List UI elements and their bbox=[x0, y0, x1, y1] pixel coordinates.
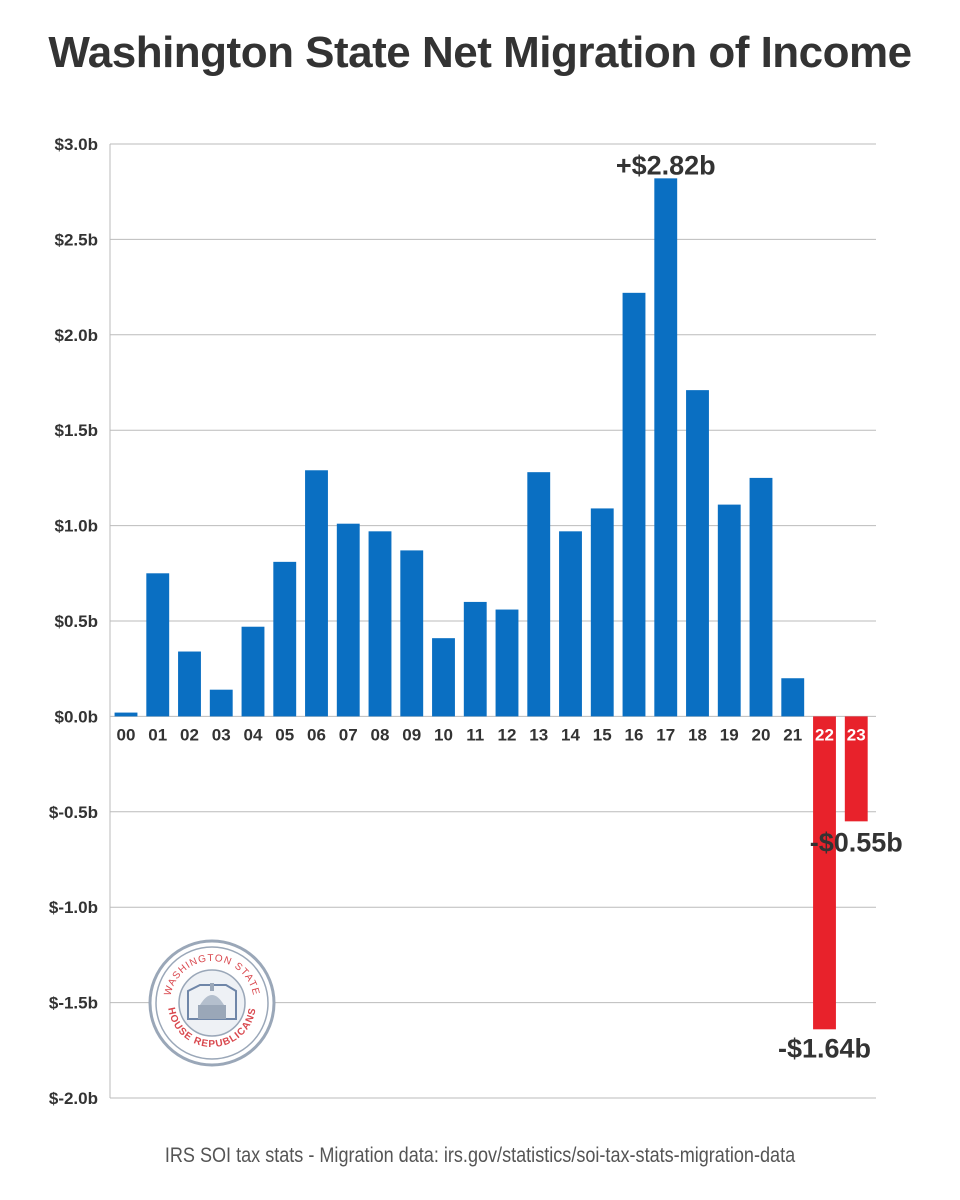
x-tick-label: 00 bbox=[117, 725, 136, 744]
bar-14 bbox=[559, 531, 582, 717]
x-tick-label: 20 bbox=[752, 725, 771, 744]
x-tick-label: 09 bbox=[402, 725, 421, 744]
bar-22 bbox=[813, 716, 836, 1030]
bar-04 bbox=[241, 626, 265, 717]
bar-11 bbox=[463, 601, 487, 717]
x-tick-label: 13 bbox=[529, 725, 548, 744]
x-tick-label: 22 bbox=[815, 725, 834, 744]
x-tick-label: 18 bbox=[688, 725, 707, 744]
bar-03 bbox=[209, 689, 233, 717]
y-tick-label: $-1.0b bbox=[49, 898, 98, 917]
x-tick-label: 14 bbox=[561, 725, 580, 744]
y-tick-label: $1.5b bbox=[55, 421, 98, 440]
bar-06 bbox=[305, 470, 328, 717]
x-tick-label: 17 bbox=[656, 725, 675, 744]
bar-18 bbox=[686, 390, 709, 717]
bar-20 bbox=[749, 477, 773, 717]
chart-title: Washington State Net Migration of Income bbox=[48, 28, 912, 77]
annotation-22: -$1.64b bbox=[778, 1033, 871, 1063]
annotation-17: +$2.82b bbox=[616, 150, 716, 180]
x-tick-label: 05 bbox=[275, 725, 294, 744]
capitol-dome-icon bbox=[198, 983, 226, 1019]
x-tick-label: 04 bbox=[244, 725, 263, 744]
bar-10 bbox=[432, 638, 455, 717]
y-tick-label: $0.5b bbox=[55, 612, 98, 631]
x-tick-label: 16 bbox=[625, 725, 644, 744]
x-tick-label: 03 bbox=[212, 725, 231, 744]
bar-07 bbox=[336, 523, 360, 717]
bar-00 bbox=[114, 712, 138, 717]
bar-01 bbox=[146, 573, 170, 717]
annotation-23: -$0.55b bbox=[810, 827, 903, 857]
bar-16 bbox=[622, 292, 646, 717]
source-note: IRS SOI tax stats - Migration data: irs.… bbox=[164, 1144, 796, 1167]
y-tick-label: $2.5b bbox=[55, 230, 98, 249]
bar-23 bbox=[844, 716, 868, 822]
bar-05 bbox=[273, 561, 297, 717]
x-tick-label: 08 bbox=[371, 725, 390, 744]
x-tick-label: 10 bbox=[434, 725, 453, 744]
x-tick-label: 02 bbox=[180, 725, 199, 744]
x-tick-label: 15 bbox=[593, 725, 612, 744]
y-tick-label: $-2.0b bbox=[49, 1089, 98, 1108]
x-tick-label: 12 bbox=[498, 725, 517, 744]
x-tick-label: 07 bbox=[339, 725, 358, 744]
x-tick-label: 11 bbox=[466, 725, 484, 744]
x-tick-label: 01 bbox=[148, 725, 167, 744]
y-tick-label: $3.0b bbox=[55, 135, 98, 154]
y-tick-label: $-0.5b bbox=[49, 803, 98, 822]
y-tick-label: $1.0b bbox=[55, 517, 98, 536]
bar-17 bbox=[654, 178, 678, 717]
bar-09 bbox=[400, 550, 424, 717]
x-tick-label: 06 bbox=[307, 725, 326, 744]
y-tick-label: $-1.5b bbox=[49, 994, 98, 1013]
y-tick-label: $0.0b bbox=[55, 707, 98, 726]
x-tick-label: 21 bbox=[783, 725, 802, 744]
house-republicans-logo: WASHINGTON STATE HOUSE REPUBLICANS bbox=[148, 939, 276, 1067]
bar-19 bbox=[717, 504, 741, 717]
bar-12 bbox=[495, 609, 519, 717]
bar-13 bbox=[527, 472, 551, 717]
y-tick-label: $2.0b bbox=[55, 326, 98, 345]
bar-21 bbox=[781, 678, 805, 717]
x-tick-label: 23 bbox=[847, 725, 866, 744]
bar-02 bbox=[178, 651, 201, 717]
x-tick-label: 19 bbox=[720, 725, 739, 744]
bar-15 bbox=[590, 508, 614, 717]
bar-08 bbox=[368, 531, 392, 717]
